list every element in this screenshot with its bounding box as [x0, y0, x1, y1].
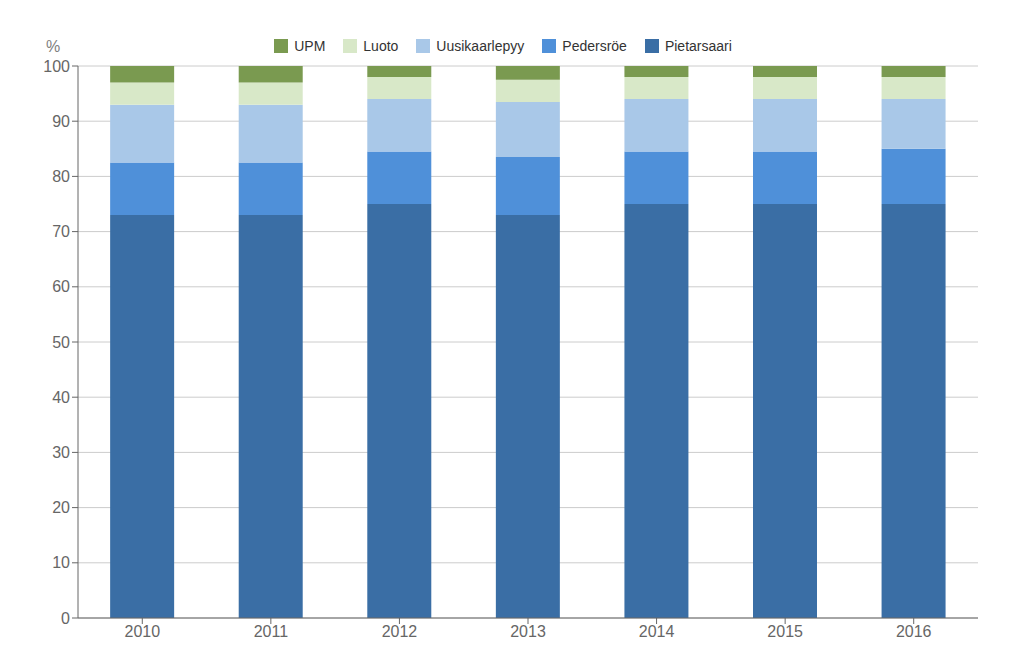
- html-text:Luoto: Luoto: [363, 38, 399, 54]
- html-text:Pedersröe: Pedersröe: [562, 38, 627, 54]
- html-text:Pietarsaari: Pietarsaari: [664, 38, 732, 54]
- svg-text:2013: 2013: [510, 623, 546, 640]
- svg-text:2016: 2016: [896, 623, 932, 640]
- svg-text:40: 40: [52, 389, 70, 406]
- svg-text:10: 10: [52, 554, 70, 571]
- svg-text:30: 30: [52, 444, 70, 461]
- svg-text:2012: 2012: [382, 623, 418, 640]
- svg-text:2014: 2014: [639, 623, 675, 640]
- svg-text:0: 0: [61, 610, 70, 627]
- html-text:Uusikaarlepyy: Uusikaarlepyy: [436, 38, 525, 54]
- svg-text:%: %: [46, 38, 60, 55]
- svg-text:100: 100: [43, 58, 70, 75]
- svg-text:20: 20: [52, 499, 70, 516]
- svg-text:90: 90: [52, 113, 70, 130]
- svg-text:70: 70: [52, 223, 70, 240]
- html-text:UPM: UPM: [294, 38, 326, 54]
- svg-text:50: 50: [52, 334, 70, 351]
- svg-text:2015: 2015: [767, 623, 803, 640]
- svg-text:60: 60: [52, 278, 70, 295]
- svg-text:80: 80: [52, 168, 70, 185]
- svg-text:2010: 2010: [124, 623, 160, 640]
- svg-text:2011: 2011: [254, 623, 289, 640]
